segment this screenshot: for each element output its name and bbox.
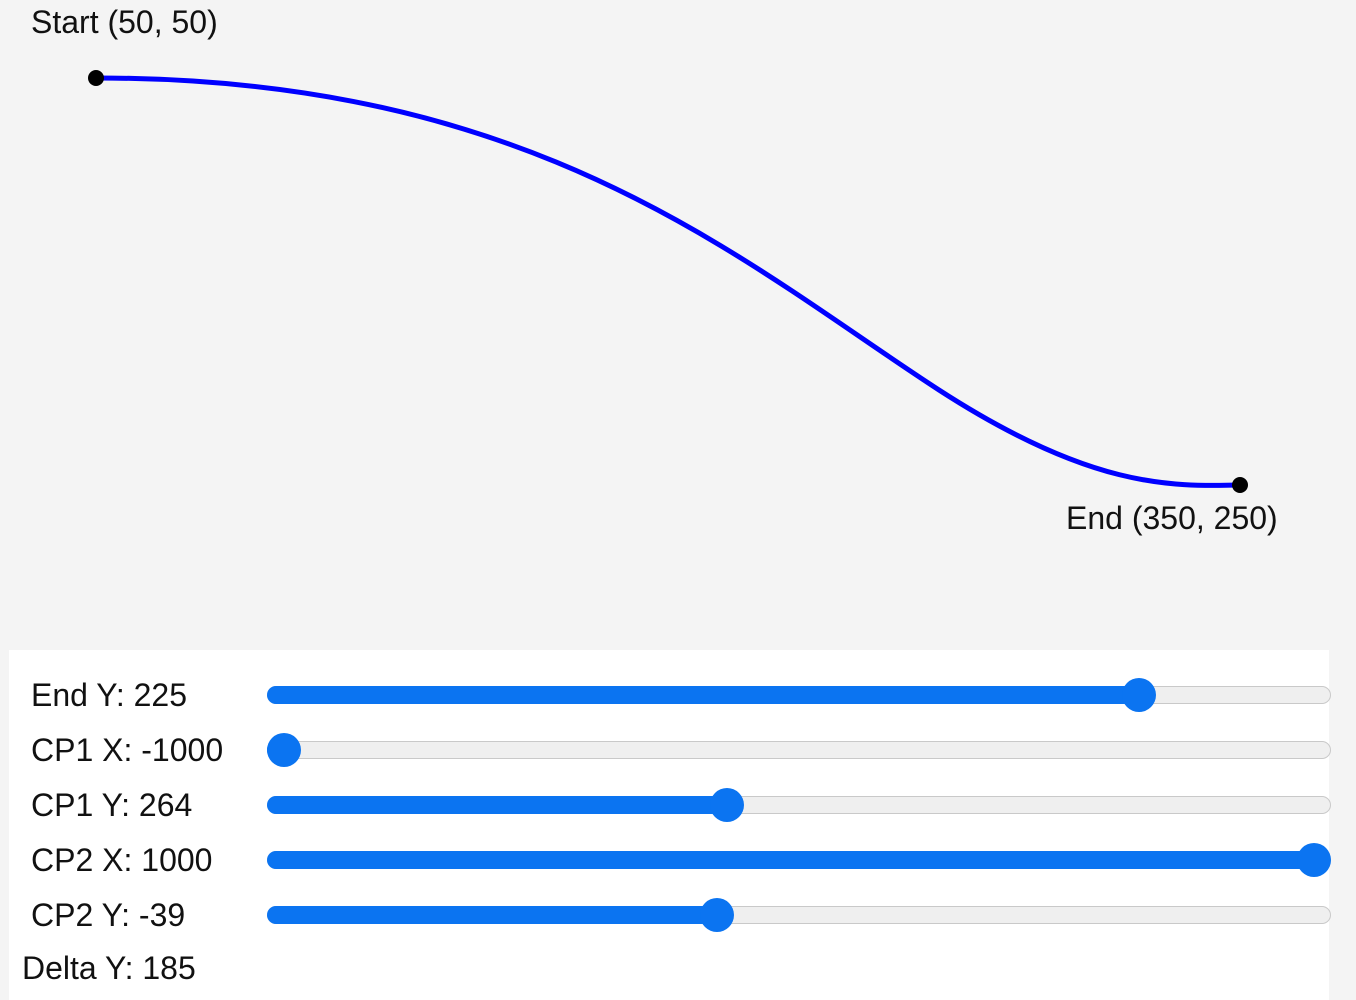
- control-row-cp1-x: CP1 X: -1000: [9, 722, 1331, 777]
- control-row-cp1-y: CP1 Y: 264: [9, 777, 1331, 832]
- control-row-end-y: End Y: 225: [9, 667, 1331, 722]
- end-point[interactable]: [1232, 477, 1248, 493]
- end-y-slider[interactable]: [267, 677, 1331, 712]
- start-label: Start (50, 50): [31, 4, 218, 40]
- slider-thumb[interactable]: [709, 787, 744, 822]
- cp1-y-label: CP1 Y: 264: [31, 786, 193, 823]
- delta-y-readout: Delta Y: 185: [22, 950, 196, 986]
- controls-panel: End Y: 225 CP1 X: -1000 CP1 Y: 264: [9, 650, 1331, 1000]
- cp1-x-label: CP1 X: -1000: [31, 731, 224, 768]
- curve-svg: Start (50, 50) End (350, 250): [31, 4, 1278, 536]
- cp1-y-slider[interactable]: [267, 787, 1331, 822]
- slider-track: [267, 740, 1331, 759]
- start-point[interactable]: [88, 70, 104, 86]
- cp2-x-label: CP2 X: 1000: [31, 841, 213, 878]
- cp2-y-slider[interactable]: [267, 897, 1331, 932]
- slider-thumb[interactable]: [267, 732, 301, 767]
- cp2-y-label: CP2 Y: -39: [31, 896, 186, 933]
- curve-canvas: Start (50, 50) End (350, 250): [9, 0, 1329, 650]
- control-row-cp2-x: CP2 X: 1000: [9, 832, 1331, 887]
- slider-thumb[interactable]: [1121, 677, 1156, 712]
- bezier-curve: [95, 75, 1241, 488]
- control-row-cp2-y: CP2 Y: -39: [9, 887, 1331, 942]
- slider-thumb[interactable]: [699, 897, 734, 932]
- slider-fill: [267, 850, 1314, 869]
- slider-fill: [267, 905, 717, 924]
- slider-thumb[interactable]: [1297, 842, 1331, 877]
- cp1-x-slider[interactable]: [267, 732, 1331, 767]
- slider-fill: [267, 685, 1139, 704]
- end-y-label: End Y: 225: [31, 676, 187, 713]
- end-label: End (350, 250): [1066, 500, 1278, 536]
- cp2-x-slider[interactable]: [267, 842, 1331, 877]
- slider-fill: [267, 795, 727, 814]
